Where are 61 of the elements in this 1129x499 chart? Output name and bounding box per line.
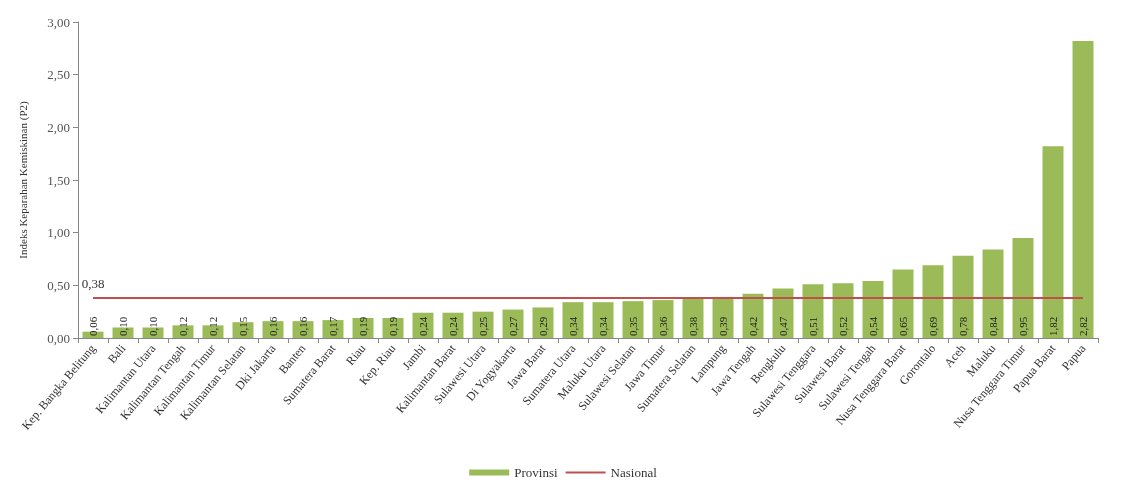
bar <box>622 301 644 338</box>
data-label: 0,95 <box>1017 316 1029 336</box>
data-label: 0,78 <box>957 316 969 336</box>
data-label: 0,16 <box>297 316 309 336</box>
bar <box>802 284 824 338</box>
legend-label: Provinsi <box>514 465 558 480</box>
data-label: 0,15 <box>237 316 249 336</box>
data-label: 0,27 <box>507 316 519 336</box>
y-tick-label: 0,50 <box>47 277 70 293</box>
data-label: 0,84 <box>987 316 999 336</box>
data-label: 0,42 <box>747 316 759 336</box>
y-tick-label: 3,00 <box>47 14 70 30</box>
data-label: 0,06 <box>87 316 99 336</box>
data-label: 0,38 <box>687 316 699 336</box>
data-label: 0,24 <box>417 316 429 336</box>
y-tick-label: 1,00 <box>47 225 70 241</box>
bar <box>1042 146 1064 338</box>
data-label: 0,52 <box>837 316 849 336</box>
data-label: 0,10 <box>117 316 129 336</box>
x-tick-label: Bali <box>104 340 129 366</box>
data-label: 0,24 <box>447 316 459 336</box>
data-label: 0,12 <box>207 316 219 336</box>
bar <box>832 283 854 338</box>
data-label: 0,12 <box>177 316 189 336</box>
y-tick-label: 2,50 <box>47 67 70 83</box>
data-label: 0,38 <box>81 275 105 291</box>
bar <box>862 281 884 338</box>
bar <box>592 302 614 338</box>
data-label: 0,65 <box>897 316 909 336</box>
y-tick-label: 0,00 <box>47 330 70 346</box>
data-label: 0,25 <box>477 316 489 336</box>
data-label: 0,47 <box>777 316 789 336</box>
bar <box>562 302 584 338</box>
y-tick-label: 2,00 <box>47 119 70 135</box>
x-tick-label: Riau <box>343 341 369 368</box>
bar <box>952 255 974 338</box>
bar <box>892 269 914 338</box>
data-label: 0,36 <box>657 316 669 336</box>
bar <box>1012 237 1034 338</box>
data-label: 0,19 <box>357 316 369 336</box>
bar <box>982 249 1004 338</box>
data-label: 0,35 <box>627 316 639 336</box>
y-axis-title: Indeks Keparahan Kemiskinan (P2) <box>16 101 30 259</box>
bar <box>772 288 794 338</box>
data-label: 0,17 <box>327 316 339 336</box>
data-label: 0,10 <box>147 316 159 336</box>
data-label: 0,69 <box>927 316 939 336</box>
bar <box>922 265 944 338</box>
legend-label: Nasional <box>610 465 658 480</box>
data-label: 0,54 <box>867 316 879 336</box>
data-label: 0,39 <box>717 316 729 336</box>
data-label: 1,82 <box>1047 316 1059 336</box>
data-label: 0,51 <box>807 316 819 336</box>
data-label: 0,19 <box>387 316 399 336</box>
data-label: 0,34 <box>567 316 579 336</box>
data-label: 2,82 <box>1077 316 1089 336</box>
data-label: 0,29 <box>537 316 549 336</box>
data-label: 0,34 <box>597 316 609 336</box>
data-label: 0,16 <box>267 316 279 336</box>
bar <box>1072 40 1094 338</box>
y-tick-label: 1,50 <box>47 172 70 188</box>
